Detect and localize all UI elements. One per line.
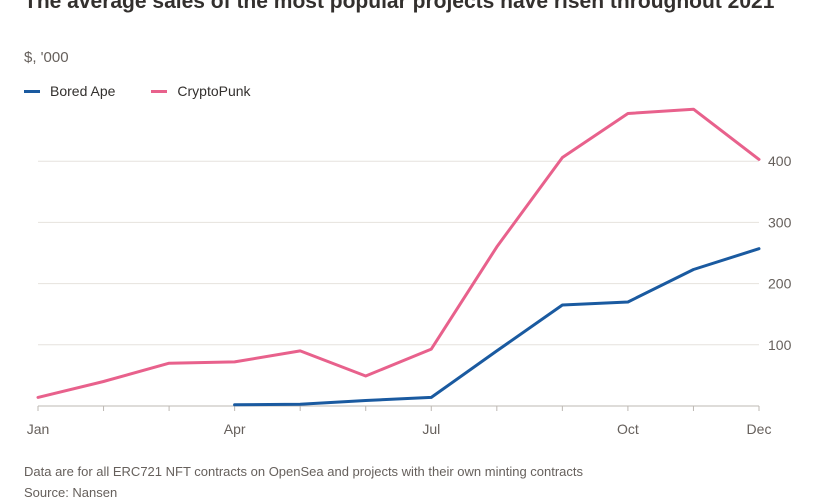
y-tick-label-300: 300: [768, 214, 792, 230]
legend-item-cryptopunk: CryptoPunk: [151, 83, 251, 99]
x-tick-label-dec: Dec: [747, 421, 772, 437]
chart-title: The average sales of the most popular pr…: [24, 0, 775, 13]
series-line-bored-ape: [233, 247, 761, 407]
y-tick-label-400: 400: [768, 153, 792, 169]
x-tick-label-jul: Jul: [422, 421, 440, 437]
y-tick-label-100: 100: [768, 337, 792, 353]
y-tick-label-200: 200: [768, 276, 792, 292]
x-tick-label-apr: Apr: [224, 421, 246, 437]
x-tick-label-jan: Jan: [27, 421, 50, 437]
legend-label-bored-ape: Bored Ape: [50, 83, 116, 99]
legend-swatch-cryptopunk: [151, 89, 168, 93]
chart-footnote: Data are for all ERC721 NFT contracts on…: [24, 464, 584, 479]
legend-swatch-bored-ape: [24, 89, 40, 93]
chart-source: Source: Nansen: [24, 485, 118, 500]
x-tick-label-oct: Oct: [617, 421, 639, 437]
series-line-cryptopunk: [36, 107, 761, 399]
chart-legend: Bored Ape CryptoPunk: [24, 83, 287, 99]
chart-subtitle: $, '000: [24, 49, 69, 66]
legend-label-cryptopunk: CryptoPunk: [177, 83, 251, 99]
legend-item-bored-ape: Bored Ape: [24, 83, 115, 99]
